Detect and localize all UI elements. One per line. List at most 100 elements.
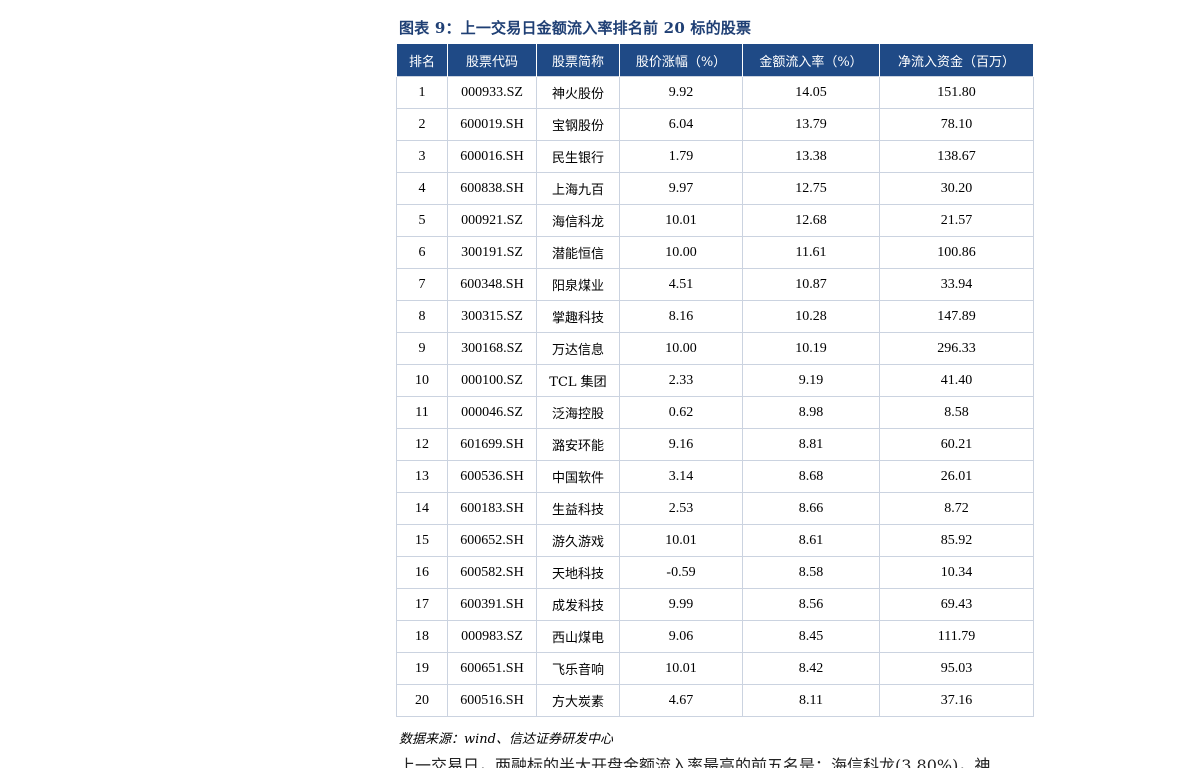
cell-net-inflow: 30.20 <box>879 172 1034 205</box>
cell-price-change: 9.92 <box>619 76 743 109</box>
cell-price-change: 9.16 <box>619 428 743 461</box>
cell-stock-name: 游久游戏 <box>536 524 620 557</box>
header-code: 股票代码 <box>447 44 537 77</box>
table-row: 4 600838.SH 上海九百 9.97 12.75 30.20 <box>396 172 1034 205</box>
body-paragraph: 上一交易日，两融标的半大开盘金额流入率最高的前五名是：海信科龙(3.80%)，神 <box>399 756 991 768</box>
cell-stock-code: 000046.SZ <box>447 396 537 429</box>
cell-price-change: 10.01 <box>619 524 743 557</box>
cell-stock-name: 泛海控股 <box>536 396 620 429</box>
cell-rank: 7 <box>396 268 448 301</box>
cell-stock-name: 中国软件 <box>536 460 620 493</box>
cell-stock-code: 601699.SH <box>447 428 537 461</box>
cell-stock-name: 掌趣科技 <box>536 300 620 333</box>
cell-net-inflow: 37.16 <box>879 684 1034 717</box>
table-row: 12 601699.SH 潞安环能 9.16 8.81 60.21 <box>396 428 1034 461</box>
cell-rank: 6 <box>396 236 448 269</box>
cell-rank: 4 <box>396 172 448 205</box>
table-header-row: 排名 股票代码 股票简称 股价涨幅（%） 金额流入率（%） 净流入资金（百万） <box>396 44 1034 77</box>
cell-stock-name: 飞乐音响 <box>536 652 620 685</box>
cell-stock-name: 天地科技 <box>536 556 620 589</box>
header-rank: 排名 <box>396 44 448 77</box>
cell-net-inflow: 33.94 <box>879 268 1034 301</box>
cell-inflow-rate: 14.05 <box>742 76 880 109</box>
cell-inflow-rate: 13.79 <box>742 108 880 141</box>
cell-stock-code: 600536.SH <box>447 460 537 493</box>
cell-inflow-rate: 8.61 <box>742 524 880 557</box>
cell-price-change: 10.01 <box>619 204 743 237</box>
cell-price-change: 10.00 <box>619 332 743 365</box>
cell-rank: 5 <box>396 204 448 237</box>
table-row: 10 000100.SZ TCL 集团 2.33 9.19 41.40 <box>396 364 1034 397</box>
cell-price-change: 9.99 <box>619 588 743 621</box>
cell-net-inflow: 69.43 <box>879 588 1034 621</box>
cell-rank: 20 <box>396 684 448 717</box>
cell-stock-name: 上海九百 <box>536 172 620 205</box>
cell-stock-name: 潜能恒信 <box>536 236 620 269</box>
cell-stock-name: 阳泉煤业 <box>536 268 620 301</box>
table-row: 5 000921.SZ 海信科龙 10.01 12.68 21.57 <box>396 204 1034 237</box>
cell-price-change: 9.06 <box>619 620 743 653</box>
cell-stock-code: 000100.SZ <box>447 364 537 397</box>
cell-rank: 10 <box>396 364 448 397</box>
cell-inflow-rate: 8.11 <box>742 684 880 717</box>
cell-rank: 15 <box>396 524 448 557</box>
cell-rank: 18 <box>396 620 448 653</box>
cell-price-change: 3.14 <box>619 460 743 493</box>
table-row: 3 600016.SH 民生银行 1.79 13.38 138.67 <box>396 140 1034 173</box>
cell-rank: 13 <box>396 460 448 493</box>
cell-price-change: 8.16 <box>619 300 743 333</box>
cell-stock-code: 600016.SH <box>447 140 537 173</box>
cell-stock-code: 600348.SH <box>447 268 537 301</box>
cell-price-change: 2.33 <box>619 364 743 397</box>
cell-inflow-rate: 12.75 <box>742 172 880 205</box>
inflow-rank-table: 排名 股票代码 股票简称 股价涨幅（%） 金额流入率（%） 净流入资金（百万） … <box>396 44 1034 717</box>
cell-stock-code: 600516.SH <box>447 684 537 717</box>
figure-caption: 图表 9：上一交易日金额流入率排名前 20 标的股票 <box>399 19 752 37</box>
cell-stock-code: 600651.SH <box>447 652 537 685</box>
cell-inflow-rate: 8.98 <box>742 396 880 429</box>
cell-inflow-rate: 11.61 <box>742 236 880 269</box>
table-row: 15 600652.SH 游久游戏 10.01 8.61 85.92 <box>396 524 1034 557</box>
table-row: 17 600391.SH 成发科技 9.99 8.56 69.43 <box>396 588 1034 621</box>
cell-stock-code: 300168.SZ <box>447 332 537 365</box>
cell-rank: 9 <box>396 332 448 365</box>
cell-inflow-rate: 8.68 <box>742 460 880 493</box>
cell-stock-name: 神火股份 <box>536 76 620 109</box>
cell-rank: 14 <box>396 492 448 525</box>
cell-net-inflow: 100.86 <box>879 236 1034 269</box>
header-name: 股票简称 <box>536 44 620 77</box>
cell-net-inflow: 147.89 <box>879 300 1034 333</box>
cell-inflow-rate: 10.28 <box>742 300 880 333</box>
cell-stock-name: 方大炭素 <box>536 684 620 717</box>
cell-net-inflow: 21.57 <box>879 204 1034 237</box>
table-row: 11 000046.SZ 泛海控股 0.62 8.98 8.58 <box>396 396 1034 429</box>
cell-stock-name: 民生银行 <box>536 140 620 173</box>
cell-net-inflow: 8.72 <box>879 492 1034 525</box>
cell-stock-code: 600391.SH <box>447 588 537 621</box>
table-row: 19 600651.SH 飞乐音响 10.01 8.42 95.03 <box>396 652 1034 685</box>
cell-price-change: 6.04 <box>619 108 743 141</box>
table-row: 14 600183.SH 生益科技 2.53 8.66 8.72 <box>396 492 1034 525</box>
header-net-inflow: 净流入资金（百万） <box>879 44 1034 77</box>
cell-price-change: -0.59 <box>619 556 743 589</box>
table-row: 6 300191.SZ 潜能恒信 10.00 11.61 100.86 <box>396 236 1034 269</box>
table-row: 8 300315.SZ 掌趣科技 8.16 10.28 147.89 <box>396 300 1034 333</box>
cell-stock-name: 万达信息 <box>536 332 620 365</box>
cell-net-inflow: 26.01 <box>879 460 1034 493</box>
header-price-change: 股价涨幅（%） <box>619 44 743 77</box>
data-source-note: 数据来源：wind、信达证券研发中心 <box>399 732 613 747</box>
table-row: 13 600536.SH 中国软件 3.14 8.68 26.01 <box>396 460 1034 493</box>
cell-price-change: 10.01 <box>619 652 743 685</box>
table-row: 7 600348.SH 阳泉煤业 4.51 10.87 33.94 <box>396 268 1034 301</box>
cell-inflow-rate: 8.81 <box>742 428 880 461</box>
table-row: 1 000933.SZ 神火股份 9.92 14.05 151.80 <box>396 76 1034 109</box>
cell-inflow-rate: 12.68 <box>742 204 880 237</box>
cell-price-change: 9.97 <box>619 172 743 205</box>
cell-inflow-rate: 8.56 <box>742 588 880 621</box>
cell-stock-name: 成发科技 <box>536 588 620 621</box>
cell-stock-name: 潞安环能 <box>536 428 620 461</box>
cell-stock-name: 海信科龙 <box>536 204 620 237</box>
cell-stock-name: 宝钢股份 <box>536 108 620 141</box>
cell-net-inflow: 8.58 <box>879 396 1034 429</box>
cell-price-change: 10.00 <box>619 236 743 269</box>
